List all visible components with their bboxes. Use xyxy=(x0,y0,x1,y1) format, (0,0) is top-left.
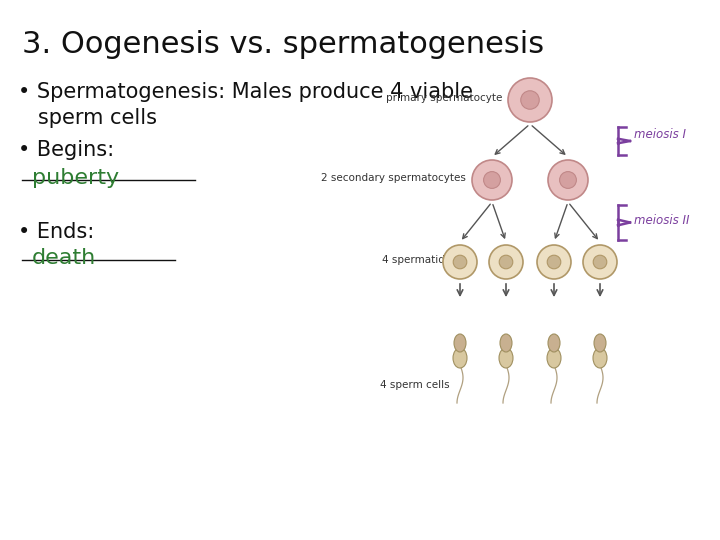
Ellipse shape xyxy=(499,348,513,368)
Ellipse shape xyxy=(593,348,607,368)
Text: death: death xyxy=(32,248,96,268)
Ellipse shape xyxy=(500,334,512,352)
Circle shape xyxy=(508,78,552,122)
Text: • Ends:: • Ends: xyxy=(18,222,94,242)
Circle shape xyxy=(547,255,561,269)
Text: meiosis II: meiosis II xyxy=(634,214,690,227)
Circle shape xyxy=(583,245,617,279)
Text: meiosis I: meiosis I xyxy=(634,129,686,141)
Text: 4 sperm cells: 4 sperm cells xyxy=(380,380,450,390)
Text: 3. Oogenesis vs. spermatogenesis: 3. Oogenesis vs. spermatogenesis xyxy=(22,30,544,59)
Text: • Begins:: • Begins: xyxy=(18,140,114,160)
Circle shape xyxy=(472,160,512,200)
Ellipse shape xyxy=(453,348,467,368)
Ellipse shape xyxy=(594,334,606,352)
Circle shape xyxy=(443,245,477,279)
Text: 4 spermatids: 4 spermatids xyxy=(382,255,450,265)
Circle shape xyxy=(537,245,571,279)
Ellipse shape xyxy=(548,334,560,352)
Text: 2 secondary spermatocytes: 2 secondary spermatocytes xyxy=(321,173,466,183)
Text: • Spermatogenesis: Males produce 4 viable: • Spermatogenesis: Males produce 4 viabl… xyxy=(18,82,473,102)
Text: puberty: puberty xyxy=(32,168,119,188)
Circle shape xyxy=(521,91,539,109)
Circle shape xyxy=(593,255,607,269)
Circle shape xyxy=(489,245,523,279)
Circle shape xyxy=(559,172,577,188)
Text: sperm cells: sperm cells xyxy=(18,108,157,128)
Circle shape xyxy=(453,255,467,269)
Ellipse shape xyxy=(454,334,466,352)
Text: primary spermatocyte: primary spermatocyte xyxy=(386,93,502,103)
Circle shape xyxy=(499,255,513,269)
Ellipse shape xyxy=(547,348,561,368)
Circle shape xyxy=(484,172,500,188)
Circle shape xyxy=(548,160,588,200)
